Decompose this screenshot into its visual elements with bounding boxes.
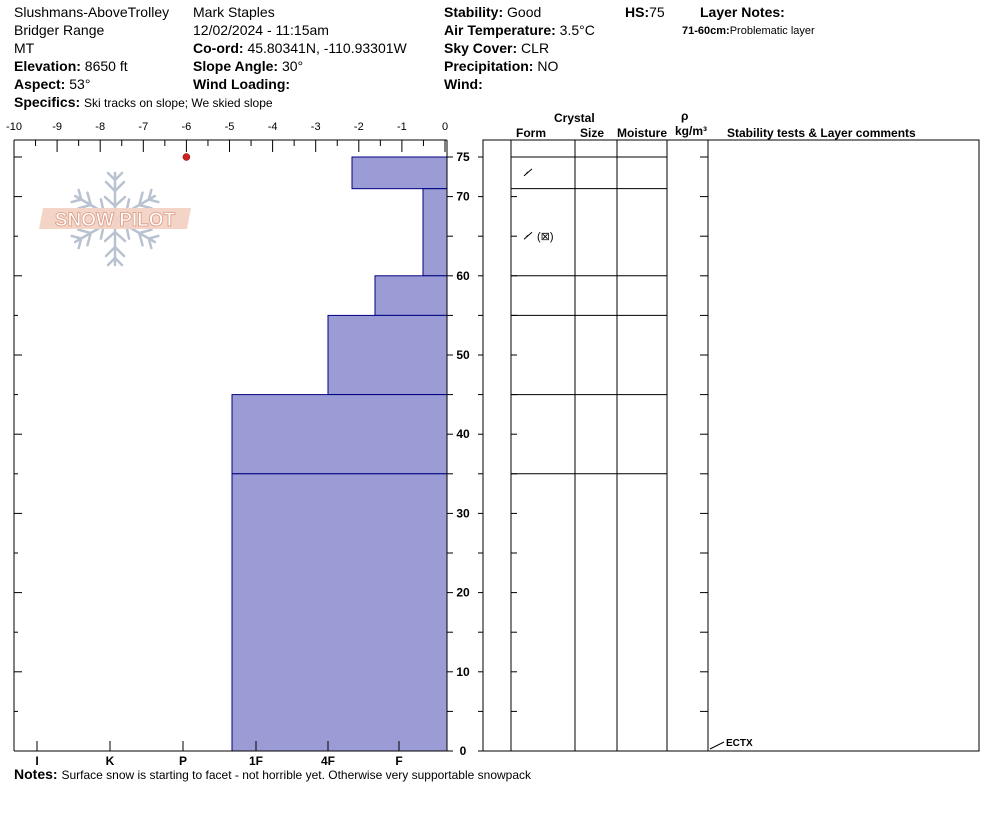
hardness-tick-label: K xyxy=(106,754,115,768)
precip-value: NO xyxy=(537,58,559,74)
specifics-field: Specifics: Ski tracks on slope; We skied… xyxy=(14,94,273,111)
layer-note: 71-60cm:Problematic layer xyxy=(682,23,815,39)
hardness-tick-label: F xyxy=(395,754,402,768)
temperature-tick-label: -9 xyxy=(52,121,62,133)
aspect-value: 53° xyxy=(69,76,91,92)
air-temp-field: Air Temperature: 3.5°C xyxy=(444,22,595,38)
temperature-tick-label: -8 xyxy=(95,121,105,133)
layer-table-frame xyxy=(482,139,980,752)
sky-label: Sky Cover: xyxy=(444,40,518,56)
precip-label: Precipitation: xyxy=(444,58,534,74)
facet-icon xyxy=(523,231,533,240)
sky-field: Sky Cover: CLR xyxy=(444,40,549,56)
depth-tick-label: 70 xyxy=(456,190,470,204)
depth-tick-label: 50 xyxy=(456,348,470,362)
layer-note-text: Problematic layer xyxy=(729,25,815,37)
depth-tick-label: 10 xyxy=(456,665,470,679)
slope-value: 30° xyxy=(281,58,304,74)
state-name: MT xyxy=(14,40,35,56)
temperature-tick-label: -10 xyxy=(6,121,22,133)
slope-label: Slope Angle: xyxy=(193,58,279,74)
temperature-tick-label: -2 xyxy=(354,121,364,133)
hardness-layer-bar xyxy=(422,188,448,277)
hs-value: 75 xyxy=(649,4,665,20)
specifics-label: Specifics: xyxy=(14,94,81,110)
observation-datetime: 12/02/2024 - 11:15am xyxy=(193,22,329,38)
range-name: Bridger Range xyxy=(14,22,105,38)
air-temp-label: Air Temperature: xyxy=(444,22,556,38)
sky-value: CLR xyxy=(521,40,550,56)
hardness-tick-label: P xyxy=(179,754,187,768)
observer-name: Mark Staples xyxy=(193,4,275,20)
hardness-layer-bar xyxy=(374,275,448,316)
temperature-tick-label: -4 xyxy=(268,121,278,133)
stability-test-label: ECTX xyxy=(726,738,753,749)
layer-notes-label: Layer Notes: xyxy=(700,4,785,20)
hardness-layer-bar xyxy=(231,473,448,752)
elevation-field: Elevation: 8650 ft xyxy=(14,58,128,74)
wind-loading-field: Wind Loading: xyxy=(193,76,290,92)
notes-field: Notes: Surface snow is starting to facet… xyxy=(14,766,531,783)
wind-loading-label: Wind Loading: xyxy=(193,76,291,92)
crystal-form-secondary: (⊠) xyxy=(537,231,554,243)
wind-field: Wind: xyxy=(444,76,483,92)
hardness-layer-bar xyxy=(351,156,448,190)
snowpilot-logo: SNOW PILOT xyxy=(39,171,191,267)
temperature-tick-label: -1 xyxy=(397,121,407,133)
facet-mark xyxy=(525,234,529,238)
depth-tick-label: 0 xyxy=(460,744,467,758)
facet-mark xyxy=(525,171,529,175)
stability-field: Stability: Good xyxy=(444,4,541,20)
precip-field: Precipitation: NO xyxy=(444,58,558,74)
stability-test-pointer xyxy=(709,741,725,750)
elevation-label: Elevation: xyxy=(14,58,81,74)
aspect-label: Aspect: xyxy=(14,76,66,92)
coord-value: 45.80341N, -110.93301W xyxy=(247,40,407,56)
temperature-tick-label: -5 xyxy=(225,121,235,133)
temperature-tick-label: -7 xyxy=(138,121,148,133)
stability-tests-header: Stability tests & Layer comments xyxy=(727,126,916,140)
hs-field: HS:75 xyxy=(625,4,665,20)
stability-label: Stability: xyxy=(444,4,504,20)
facet-icon xyxy=(523,168,533,177)
form-header: Form xyxy=(516,126,546,140)
temperature-tick-label: -6 xyxy=(182,121,192,133)
coord-field: Co-ord: 45.80341N, -110.93301W xyxy=(193,40,407,56)
logo-text: SNOW PILOT xyxy=(55,210,176,231)
moisture-header: Moisture xyxy=(617,126,668,140)
specifics-value: Ski tracks on slope; We skied slope xyxy=(84,96,273,110)
slope-field: Slope Angle: 30° xyxy=(193,58,303,74)
notes-label: Notes: xyxy=(14,766,58,782)
air-temp-value: 3.5°C xyxy=(559,22,595,38)
temperature-tick-label: -3 xyxy=(311,121,321,133)
elevation-value: 8650 ft xyxy=(84,58,128,74)
coord-label: Co-ord: xyxy=(193,40,244,56)
wind-label: Wind: xyxy=(444,76,483,92)
location-name: Slushmans-AboveTrolley xyxy=(14,4,170,20)
depth-tick-label: 30 xyxy=(456,506,470,520)
hardness-tick-label: 4F xyxy=(321,754,335,768)
hardness-layer-bar xyxy=(231,394,448,475)
hardness-layer-bar xyxy=(327,314,448,396)
hardness-tick-label: 1F xyxy=(249,754,263,768)
depth-tick-label: 40 xyxy=(456,427,470,441)
density-unit-header: kg/m³ xyxy=(675,124,708,138)
crystal-header: Crystal xyxy=(554,111,595,125)
rho-header: ρ xyxy=(681,109,689,123)
hardness-tick-label: I xyxy=(35,754,38,768)
depth-tick-label: 75 xyxy=(456,150,470,164)
hs-label: HS: xyxy=(625,4,650,20)
layer-note-depth: 71-60cm: xyxy=(682,25,730,37)
stability-value: Good xyxy=(507,4,542,20)
depth-tick-label: 60 xyxy=(456,269,470,283)
size-header: Size xyxy=(580,126,605,140)
temperature-point xyxy=(182,153,191,161)
aspect-field: Aspect: 53° xyxy=(14,76,90,92)
temperature-tick-label: 0 xyxy=(442,121,448,133)
notes-value: Surface snow is starting to facet - not … xyxy=(61,768,532,782)
depth-tick-label: 20 xyxy=(456,586,470,600)
